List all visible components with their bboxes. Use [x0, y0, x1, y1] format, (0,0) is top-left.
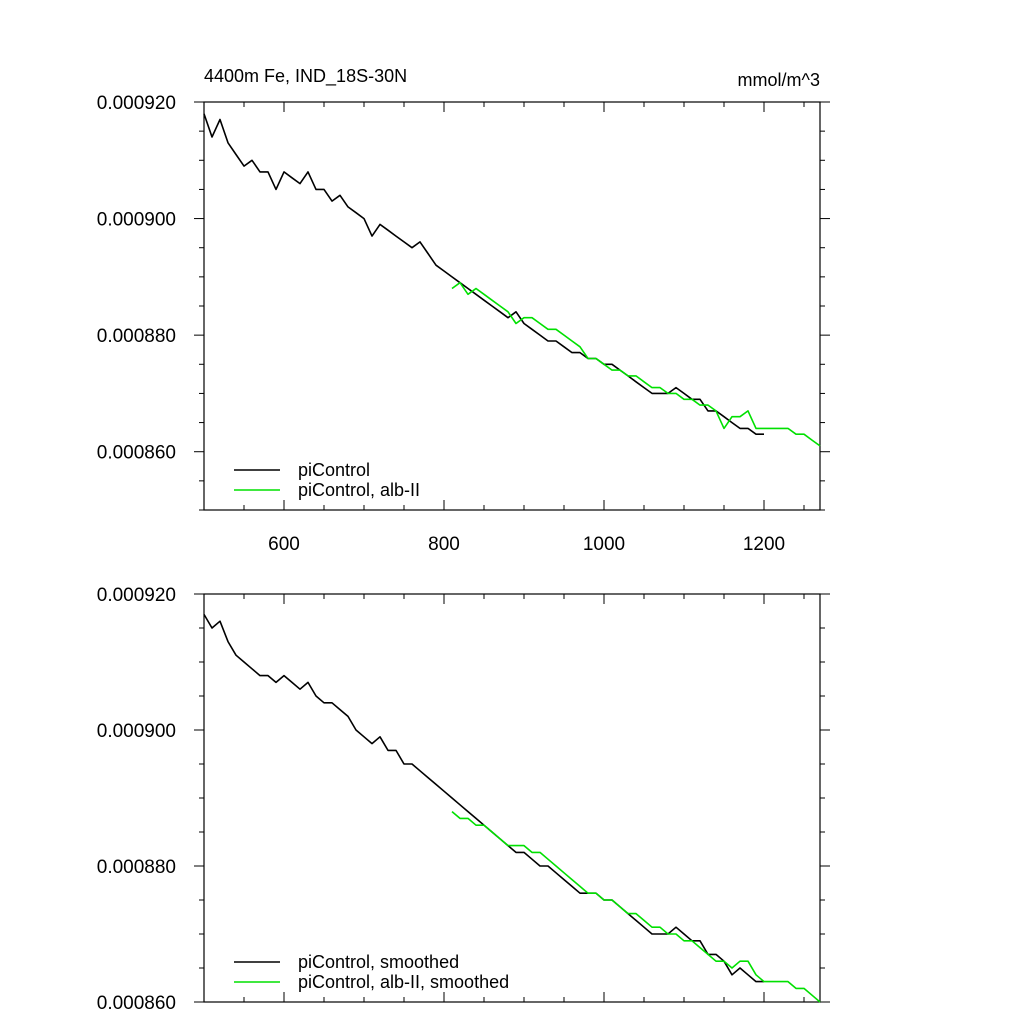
- x-tick-label: 800: [428, 534, 460, 555]
- x-tick-label: 1200: [743, 534, 785, 555]
- y-tick-label: 0.000900: [97, 721, 176, 742]
- top-panel-legend: piControl piControl, alb-II: [234, 460, 420, 500]
- top-panel-ticks: [194, 101, 830, 511]
- series-line-alb-ii: [451, 810, 821, 1003]
- top-panel-frame: [203, 101, 821, 511]
- top-panel: 4400m Fe, IND_18S-30N mmol/m^3 600 800 100…: [97, 66, 830, 555]
- y-tick-label: 0.000880: [97, 326, 176, 347]
- top-panel-units: mmol/m^3: [738, 70, 820, 90]
- top-panel-series: [203, 113, 821, 447]
- bottom-panel: 0.000860 0.000880 0.000900 0.000920 piContr…: [97, 585, 830, 1014]
- series-line-picontrol: [203, 613, 764, 983]
- top-panel-tick-labels: 600 800 1000 1200 0.000860 0.000880 0.000900 0.…: [97, 93, 785, 555]
- series-line-alb-ii: [451, 281, 821, 447]
- bottom-panel-series: [203, 613, 821, 1003]
- series-line-picontrol: [203, 113, 764, 436]
- bottom-panel-tick-labels: 0.000860 0.000880 0.000900 0.000920: [97, 585, 176, 1014]
- y-tick-label: 0.000920: [97, 585, 176, 606]
- y-tick-label: 0.000920: [97, 93, 176, 114]
- legend-label-picontrol-smoothed: piControl, smoothed: [298, 952, 459, 972]
- bottom-panel-ticks: [194, 593, 830, 1003]
- legend-label-alb-ii: piControl, alb-II: [298, 480, 420, 500]
- y-tick-label: 0.000860: [97, 993, 176, 1014]
- legend-label-picontrol: piControl: [298, 460, 370, 480]
- y-tick-label: 0.000880: [97, 857, 176, 878]
- bottom-panel-frame: [203, 593, 821, 1003]
- y-tick-label: 0.000900: [97, 210, 176, 231]
- top-panel-title: 4400m Fe, IND_18S-30N: [204, 66, 407, 87]
- y-tick-label: 0.000860: [97, 443, 176, 464]
- x-tick-label: 600: [268, 534, 300, 555]
- x-tick-label: 1000: [583, 534, 625, 555]
- bottom-panel-legend: piControl, smoothed piControl, alb-II, s…: [234, 952, 509, 992]
- legend-label-alb-ii-smoothed: piControl, alb-II, smoothed: [298, 972, 509, 992]
